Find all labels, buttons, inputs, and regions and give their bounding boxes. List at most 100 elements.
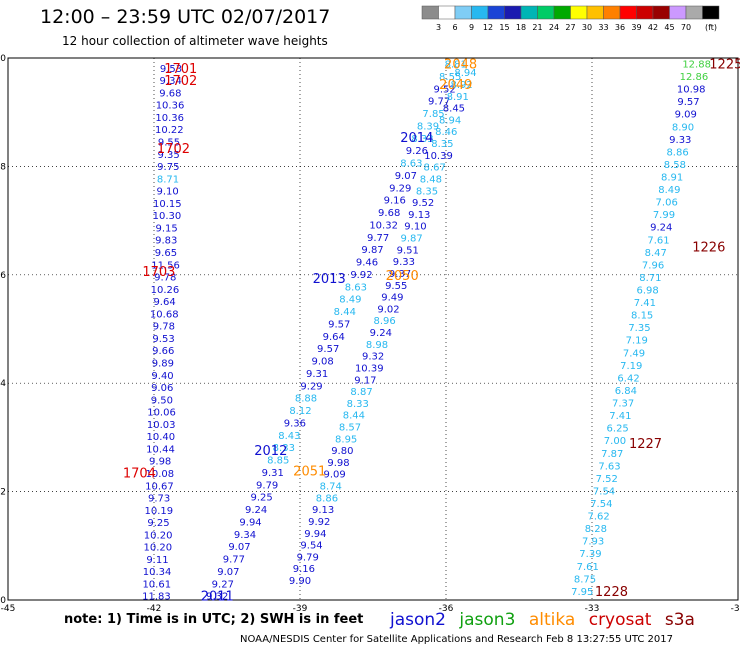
- wave-height-value: 7.41: [609, 411, 631, 422]
- x-tick-label: -30: [731, 604, 740, 614]
- wave-height-value: 8.90: [672, 122, 694, 133]
- wave-height-value: 9.55: [158, 138, 180, 149]
- wave-height-value: 8.44: [334, 307, 356, 318]
- wave-height-value: 8.49: [339, 295, 361, 306]
- colorbar-swatch: [487, 5, 505, 20]
- wave-height-value: 10.61: [142, 579, 171, 590]
- wave-height-value: 9.24: [650, 223, 672, 234]
- wave-height-value: 8.75: [574, 574, 596, 585]
- pass-label: 2014: [400, 131, 433, 146]
- wave-height-value: 9.13: [312, 505, 334, 516]
- wave-height-value: 7.62: [587, 512, 609, 523]
- pass-label: 1704: [123, 467, 156, 482]
- wave-height-value: 7.54: [593, 486, 615, 497]
- pass-label: 2048: [444, 58, 477, 73]
- wave-height-value: 8.94: [439, 115, 461, 126]
- plot-frame: [7, 57, 739, 601]
- colorbar-swatch: [652, 5, 670, 20]
- legend-s3a: s3a: [664, 610, 695, 630]
- wave-height-value: 9.26: [406, 146, 428, 157]
- wave-height-value: 9.17: [354, 375, 376, 386]
- colorbar-label: 42: [648, 23, 658, 32]
- wave-height-value: 8.43: [278, 431, 300, 442]
- wave-height-value: 9.25: [147, 518, 169, 529]
- wave-height-value: 10.36: [156, 101, 185, 112]
- wave-height-value: 9.37: [389, 269, 411, 280]
- legend-jason3: jason3: [459, 610, 516, 630]
- colorbar-swatch: [603, 5, 621, 20]
- pass-label: 1701: [164, 62, 197, 77]
- colorbar-swatch: [421, 5, 439, 20]
- colorbar-label: 12: [483, 23, 493, 32]
- legend-cryosat: cryosat: [588, 610, 652, 630]
- colorbar-swatch: [636, 5, 654, 20]
- y-tick-label: 26: [0, 271, 6, 281]
- wave-height-value: 7.99: [653, 210, 675, 221]
- wave-height-value: 9.33: [669, 135, 691, 146]
- wave-height-value: 9.50: [151, 395, 173, 406]
- satellite-legend: jason2 jason3 altika cryosat s3a: [390, 610, 703, 630]
- wave-height-value: 9.49: [381, 293, 403, 304]
- wave-height-value: 9.36: [284, 418, 306, 429]
- credit-line: NOAA/NESDIS Center for Satellite Applica…: [240, 634, 673, 645]
- wave-height-value: 6.25: [607, 424, 629, 435]
- wave-height-value: 8.33: [347, 399, 369, 410]
- wave-height-value: 7.85: [422, 109, 444, 120]
- colorbar-swatch: [537, 5, 555, 20]
- pass-label: 2013: [313, 272, 346, 287]
- wave-height-value: 7.37: [612, 399, 634, 410]
- wave-height-value: 10.32: [369, 220, 398, 231]
- wave-height-value: 8.28: [585, 524, 607, 535]
- colorbar-label: 18: [516, 23, 526, 32]
- wave-height-value: 6.42: [617, 373, 639, 384]
- wave-height-value: 9.16: [384, 196, 406, 207]
- x-tick-label: -42: [147, 604, 162, 614]
- colorbar-label: 39: [631, 23, 641, 32]
- units-note: note: 1) Time is in UTC; 2) SWH is in fe…: [64, 612, 364, 627]
- colorbar-label: 24: [549, 23, 559, 32]
- wave-height-value: 10.06: [147, 408, 176, 419]
- colorbar-swatch: [471, 5, 489, 20]
- wave-height-value: 9.79: [297, 552, 319, 563]
- y-tick-label: 30: [0, 54, 6, 64]
- colorbar-label: 36: [615, 23, 625, 32]
- wave-height-value: 10.44: [146, 444, 175, 455]
- wave-height-value: 9.89: [152, 358, 174, 369]
- pass-label: 1228: [595, 585, 628, 600]
- wave-height-value: 10.08: [146, 469, 175, 480]
- colorbar-unit: (ft): [705, 23, 717, 32]
- colorbar-label: 70: [681, 23, 691, 32]
- wave-height-value: 8.35: [416, 186, 438, 197]
- colorbar-swatch: [520, 5, 538, 20]
- wave-height-value: 10.98: [677, 85, 706, 96]
- wave-height-value: 8.88: [295, 394, 317, 405]
- wave-height-value: 9.34: [160, 76, 182, 87]
- wave-height-value: 7.52: [596, 474, 618, 485]
- wave-height-value: 7.63: [598, 461, 620, 472]
- wave-height-value: 8.46: [435, 127, 457, 138]
- wave-height-value: 7.96: [642, 260, 664, 271]
- wave-height-value: 9.66: [152, 346, 174, 357]
- colorbar-label: 33: [598, 23, 608, 32]
- wave-height-value: 9.33: [393, 257, 415, 268]
- wave-height-value: 8.35: [431, 139, 453, 150]
- x-tick-label: -39: [293, 604, 308, 614]
- wave-height-value: 9.07: [217, 567, 239, 578]
- wave-height-value: 9.10: [404, 222, 426, 233]
- wave-height-value: 10.15: [153, 199, 182, 210]
- wave-height-value: 6.98: [636, 286, 658, 297]
- pass-label: 1702: [164, 74, 197, 89]
- pass-label: 1703: [142, 265, 175, 280]
- wave-height-value: 7.35: [628, 323, 650, 334]
- colorbar-swatch: [685, 5, 703, 20]
- wave-height-value: 9.79: [256, 480, 278, 491]
- wave-height-value: 9.77: [428, 97, 450, 108]
- wave-height-value: 8.63: [345, 282, 367, 293]
- pass-label: 2050: [386, 269, 419, 284]
- wave-height-value: 8.98: [366, 340, 388, 351]
- wave-height-value: 9.52: [434, 84, 456, 95]
- wave-height-value: 7.19: [626, 336, 648, 347]
- wave-height-value: 9.35: [158, 150, 180, 161]
- wave-height-value: 8.91: [661, 173, 683, 184]
